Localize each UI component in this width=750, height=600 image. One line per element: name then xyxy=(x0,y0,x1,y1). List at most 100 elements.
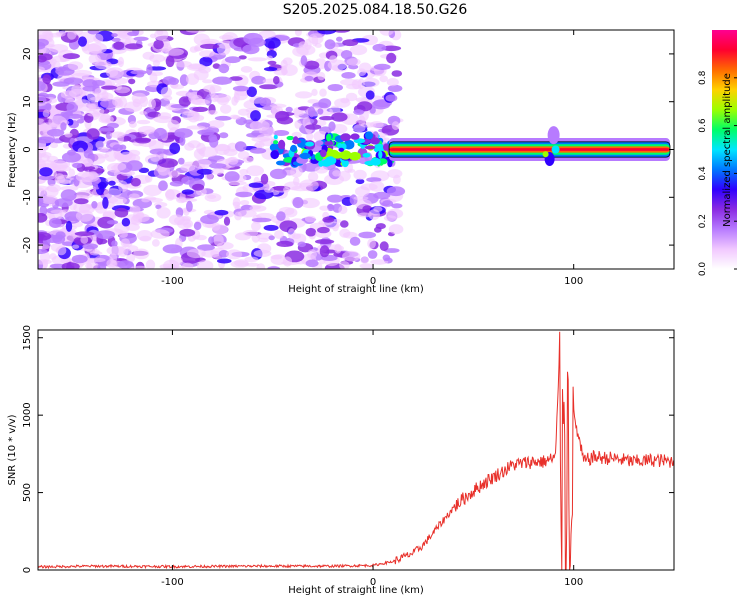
spectrogram-blob xyxy=(295,91,313,99)
spectrogram-ridge xyxy=(389,148,670,151)
spectrogram-blob xyxy=(203,209,215,215)
spectrogram-blob xyxy=(97,216,115,229)
spectrogram-blob xyxy=(38,248,48,255)
spectrogram-blob xyxy=(291,131,302,138)
top-y-axis-label: Frequency (Hz) xyxy=(7,112,18,188)
spectrogram-blob xyxy=(357,68,367,76)
spectrogram-blob xyxy=(223,216,231,226)
x-tick-label: -100 xyxy=(161,276,184,287)
spectrogram-blob xyxy=(112,96,123,107)
spectrogram-blob xyxy=(387,84,403,92)
spectrogram-blob xyxy=(109,196,127,205)
spectrogram-blob xyxy=(251,75,266,85)
spectrogram-blob xyxy=(197,129,215,136)
spectrogram-blob xyxy=(54,176,66,184)
spectrogram-blob xyxy=(324,140,334,146)
spectrogram-blob xyxy=(251,217,272,223)
spectrogram-blob xyxy=(338,170,351,182)
spectrogram-blob xyxy=(364,145,376,150)
spectrogram-blob xyxy=(80,235,89,244)
spectrogram-blob xyxy=(49,142,59,149)
spectrogram-blob xyxy=(38,30,54,41)
spectrogram-blob xyxy=(106,67,124,79)
spectrogram-blob xyxy=(167,119,180,131)
spectrogram-blob xyxy=(319,245,330,258)
spectrogram-blob xyxy=(199,56,213,67)
spectrogram-blob xyxy=(383,215,397,222)
spectrogram-blob xyxy=(336,36,343,42)
spectrogram-blob xyxy=(169,256,183,267)
spectrogram-blob xyxy=(87,112,106,117)
spectrogram-blob xyxy=(153,39,164,50)
spectrogram-blob xyxy=(152,239,160,247)
spectrogram-blob xyxy=(379,75,389,83)
spectrogram-blob xyxy=(196,168,214,175)
spectrogram-blob xyxy=(181,110,199,121)
spectrogram-blob xyxy=(181,176,195,185)
snr-panel: -100 0 100 0 500 1000 1500 Height of straight… xyxy=(7,325,675,596)
spectrogram-blob xyxy=(98,127,115,132)
spectrogram-blob xyxy=(186,248,206,259)
y-tick-label: 1500 xyxy=(22,325,33,350)
spectrogram-blob xyxy=(209,163,227,169)
spectrogram-blob xyxy=(391,121,400,131)
spectrogram-blob xyxy=(240,66,253,73)
spectrogram-blob xyxy=(196,260,214,269)
spectrogram-blob xyxy=(106,122,119,129)
spectrogram-blob xyxy=(294,30,302,37)
spectrogram-blob xyxy=(75,210,94,222)
spectrogram-blob xyxy=(314,166,329,174)
spectrogram-blob xyxy=(102,197,109,209)
spectrogram-blob xyxy=(242,229,259,237)
spectrogram-blob xyxy=(365,90,375,100)
spectrogram-blob xyxy=(50,209,66,214)
spectrogram-blob xyxy=(118,180,129,192)
spectrogram-blob xyxy=(127,31,139,36)
spectrogram-blob xyxy=(130,177,141,187)
spectrogram-blob xyxy=(72,140,88,153)
spectrogram-blob xyxy=(339,150,352,160)
spectrogram-blob xyxy=(118,151,136,163)
spectrogram-blob xyxy=(160,86,172,98)
spectrogram-blob xyxy=(113,162,127,171)
spectrogram-blob xyxy=(282,256,293,267)
spectrogram-blob xyxy=(60,111,73,117)
spectrogram-blob xyxy=(193,221,202,231)
spectrogram-blob xyxy=(307,99,320,104)
spectrogram-blob xyxy=(375,223,386,230)
spectrogram-blob xyxy=(53,165,71,172)
spectrogram-blob xyxy=(175,60,193,68)
spectrogram-blob xyxy=(256,263,266,269)
spectrogram-blob xyxy=(328,121,336,132)
spectrogram-blob xyxy=(46,128,65,137)
spectrogram-blob xyxy=(71,254,88,264)
spectrogram-blob xyxy=(165,55,175,68)
spectrogram-blob xyxy=(152,59,160,67)
spectrogram-blob xyxy=(150,229,170,239)
spectrogram-blob xyxy=(367,250,378,259)
spectrogram-blob xyxy=(147,111,161,118)
spectrogram-blob xyxy=(305,259,319,268)
spectrogram-blob xyxy=(275,110,290,122)
spectrogram-blob xyxy=(250,110,261,122)
spectrogram-blob xyxy=(340,220,349,228)
spectrogram-blob xyxy=(91,201,98,209)
spectrogram-blob xyxy=(270,150,280,160)
spectrogram-blob xyxy=(136,119,151,125)
spectrogram-blob xyxy=(142,51,155,60)
spectrogram-blob xyxy=(76,119,85,124)
spectrogram-blob xyxy=(338,147,345,152)
spectrogram-blob xyxy=(386,78,399,87)
spectrogram-blob xyxy=(373,63,391,70)
spectrogram-blob xyxy=(214,209,229,216)
spectrogram-blob xyxy=(192,106,209,112)
spectrogram-blob xyxy=(185,30,206,33)
spectrogram-blob xyxy=(347,168,356,173)
spectrogram-blob xyxy=(127,245,139,252)
spectrogram-blob xyxy=(157,165,170,176)
spectrogram-blob xyxy=(56,245,67,256)
spectrogram-blob xyxy=(273,130,290,136)
spectrogram-blob xyxy=(113,41,125,50)
spectrogram-blob xyxy=(322,216,335,223)
spectrogram-blob xyxy=(349,236,361,246)
